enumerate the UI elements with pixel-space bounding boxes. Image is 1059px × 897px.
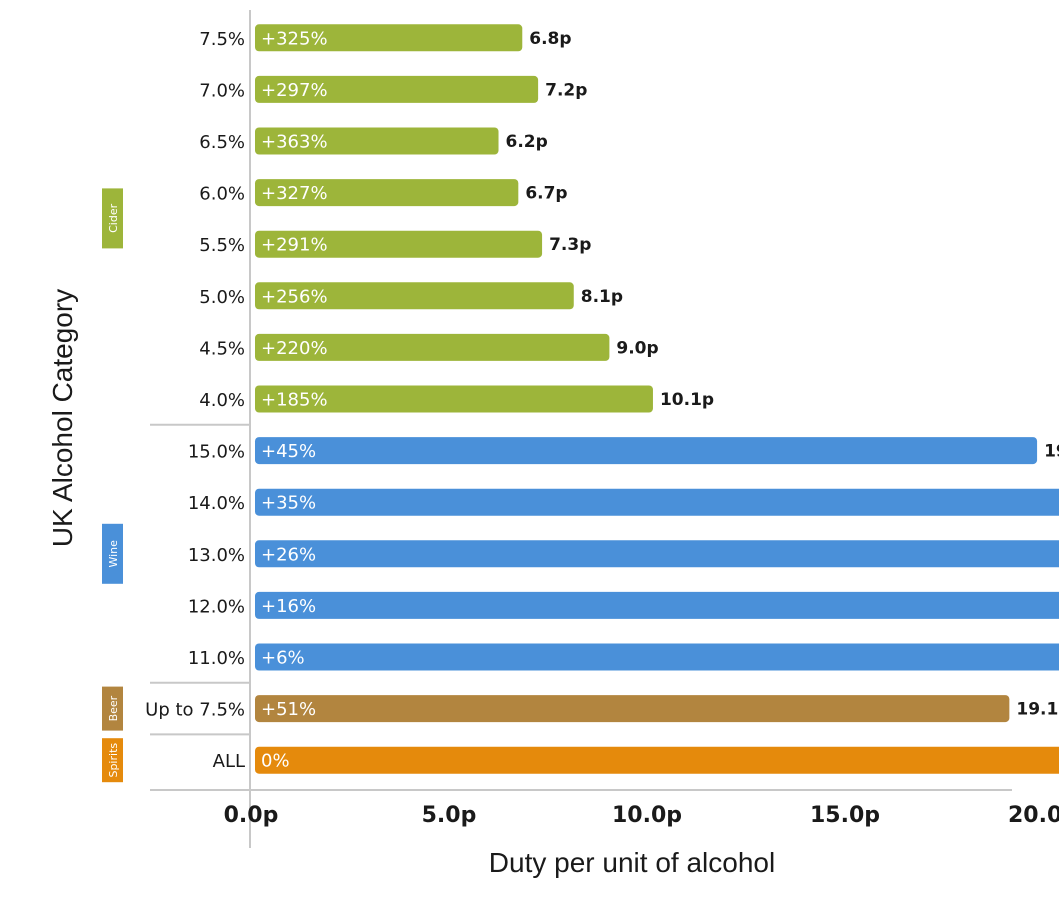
bar-value-label: 19.8p	[1044, 442, 1059, 462]
bar-percent-label: +291%	[261, 235, 328, 256]
y-axis-label: UK Alcohol Category	[47, 289, 78, 547]
category-tick-label: 11.0%	[188, 648, 245, 669]
bar	[255, 488, 1059, 516]
bar	[255, 540, 1059, 568]
axes	[150, 10, 1012, 848]
bar-percent-label: +256%	[261, 286, 328, 307]
bar-percent-label: +51%	[261, 699, 316, 720]
bar-value-label: 9.0p	[616, 338, 658, 358]
bar-percent-label: +26%	[261, 544, 316, 565]
bar	[255, 127, 499, 155]
bar-percent-label: +220%	[261, 338, 328, 359]
bar	[255, 591, 1059, 619]
bars: 7.5% 7.0% 6.5% 6.0% 5.5% 5.0% 4.5% 4.0% 15.0% 14.…	[145, 24, 1059, 774]
x-tick-label: 5.0p	[422, 803, 477, 828]
bar	[255, 230, 543, 258]
bar-value-label: 10.1p	[660, 390, 714, 410]
bar-value-label: 6.8p	[529, 29, 571, 49]
bar	[255, 75, 539, 103]
group-labels: Cider Wine Beer Spirits	[102, 188, 250, 783]
category-tick-label: 5.0%	[199, 287, 245, 308]
bar-percent-label: +297%	[261, 80, 328, 101]
bar	[255, 643, 1059, 671]
bar-percent-label: +327%	[261, 183, 328, 204]
category-tick-label: 7.0%	[199, 80, 245, 101]
bar	[255, 282, 574, 310]
group-tag	[102, 523, 123, 584]
category-tick-label: 7.5%	[199, 29, 245, 50]
x-tick-label: 10.0p	[612, 803, 682, 828]
bar-percent-label: +363%	[261, 132, 328, 153]
bar-percent-label: +185%	[261, 390, 328, 411]
group-tag-label: Cider	[107, 203, 120, 232]
bar	[255, 695, 1010, 723]
group-tag-label: Beer	[107, 695, 120, 721]
bar	[255, 179, 519, 207]
bar-percent-label: +6%	[261, 648, 305, 669]
bar	[255, 385, 653, 413]
group-tag	[102, 188, 123, 249]
bar	[255, 333, 610, 361]
x-axis-label: Duty per unit of alcohol	[489, 847, 775, 878]
group-tag-label: Spirits	[107, 743, 120, 778]
category-tick-label: Up to 7.5%	[145, 700, 245, 721]
category-tick-label: 4.5%	[199, 338, 245, 359]
bar-value-label: 6.2p	[506, 132, 548, 152]
x-tick-label: 0.0p	[224, 803, 279, 828]
group-tag	[102, 738, 123, 783]
category-tick-label: ALL	[213, 751, 245, 772]
category-tick-label: 4.0%	[199, 390, 245, 411]
x-tick-label: 15.0p	[810, 803, 880, 828]
bar-value-label: 7.3p	[549, 235, 591, 255]
bar-value-label: 7.2p	[545, 80, 587, 100]
category-tick-label: 15.0%	[188, 442, 245, 463]
bar	[255, 746, 1059, 774]
bar-value-label: 8.1p	[581, 287, 623, 307]
bar-percent-label: +45%	[261, 441, 316, 462]
bar	[255, 437, 1038, 465]
bar-percent-label: 0%	[261, 751, 290, 772]
category-tick-label: 13.0%	[188, 545, 245, 566]
category-tick-label: 12.0%	[188, 596, 245, 617]
category-tick-label: 14.0%	[188, 493, 245, 514]
group-tag	[102, 686, 123, 731]
bar-percent-label: +35%	[261, 493, 316, 514]
category-tick-label: 5.5%	[199, 235, 245, 256]
group-tag-label: Wine	[107, 540, 120, 568]
bar	[255, 24, 523, 52]
bar-percent-label: +325%	[261, 28, 328, 49]
category-tick-label: 6.5%	[199, 132, 245, 153]
category-tick-label: 6.0%	[199, 184, 245, 205]
category-labels: 7.5% 7.0% 6.5% 6.0% 5.5% 5.0% 4.5% 4.0% 15.0% 14.…	[145, 29, 245, 772]
bar-value-label: 6.7p	[525, 184, 567, 204]
bar-percent-label: +16%	[261, 596, 316, 617]
x-tick-label: 20.0p	[1008, 803, 1059, 828]
bar-value-label: 19.1p	[1016, 700, 1059, 720]
